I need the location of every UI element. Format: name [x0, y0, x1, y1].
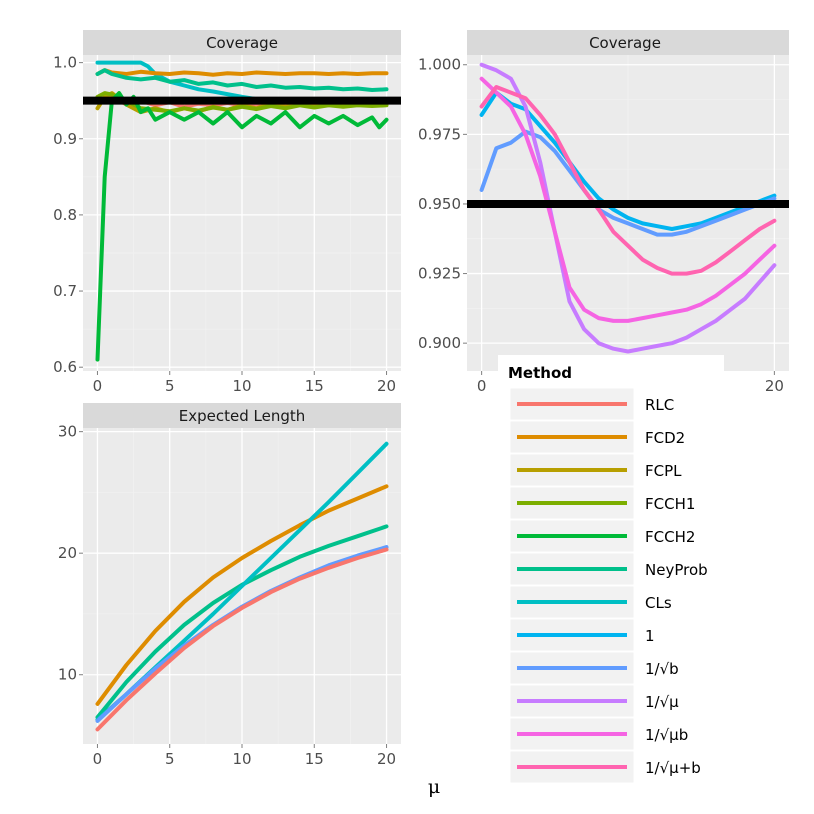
- legend-item-label: RLC: [645, 396, 674, 414]
- legend-item-label: FCPL: [645, 462, 682, 480]
- legend-item: FCD2: [509, 420, 685, 454]
- legend-item-label: CLs: [645, 594, 672, 612]
- x-tick-label: 5: [165, 750, 175, 768]
- coverage-left-strip: [83, 30, 401, 55]
- expected-length-strip: [83, 403, 401, 428]
- y-tick-label: 1.000: [418, 56, 461, 74]
- x-tick-label: 20: [377, 377, 396, 395]
- expected-length-title: Expected Length: [179, 407, 306, 425]
- legend-item: 1: [509, 618, 655, 652]
- coverage-left-panel: Coverage 0.6 0.7 0.8 0.9 1.0 0 5 10 15 20: [53, 30, 401, 395]
- y-tick-label: 20: [58, 544, 77, 562]
- coverage-right-series: [479, 62, 777, 354]
- y-tick-label: 0.950: [418, 195, 461, 213]
- y-tick-label: 0.975: [418, 125, 461, 143]
- x-tick-label: 0: [477, 377, 487, 395]
- legend-items: RLC FCD2 FCPL FCCH1 FCCH2 NeyProb CLs 1 1/√b 1/√μ…: [509, 387, 708, 784]
- legend: Method RLC FCD2 FCPL FCCH1 FCCH2 NeyProb CLs 1 1…: [498, 355, 724, 784]
- expected-length-y-ticks: 10 20 30: [58, 423, 83, 684]
- y-tick-label: 10: [58, 666, 77, 684]
- legend-item: CLs: [509, 585, 672, 619]
- series-1-sqrt-mu-: [479, 62, 777, 354]
- series-rlc: [95, 547, 389, 732]
- coverage-left-y-ticks: 0.6 0.7 0.8 0.9 1.0: [53, 54, 83, 376]
- expected-length-panel: Expected Length 10 20 30 0 5 10 15 20: [58, 403, 401, 768]
- legend-item-label: 1/√μ+b: [645, 759, 701, 777]
- series-neyprob: [95, 68, 389, 92]
- legend-item: 1/√b: [509, 651, 679, 685]
- coverage-right-title: Coverage: [589, 34, 661, 52]
- x-tick-label: 0: [93, 750, 103, 768]
- coverage-right-strip: [467, 30, 789, 55]
- legend-item-label: 1/√μb: [645, 726, 688, 744]
- y-tick-label: 1.0: [53, 54, 77, 72]
- x-tick-label: 10: [232, 750, 251, 768]
- coverage-right-panel: Coverage 0.900 0.925 0.950 0.975 1.000 0 20: [418, 30, 789, 395]
- legend-item: FCCH1: [509, 486, 695, 520]
- legend-item: 1/√μ: [509, 684, 679, 718]
- y-tick-label: 0.6: [53, 358, 77, 376]
- x-tick-label: 20: [765, 377, 784, 395]
- coverage-right-x-ticks: 0 20: [477, 371, 784, 395]
- expected-length-x-ticks: 0 5 10 15 20: [93, 744, 396, 768]
- coverage-left-x-ticks: 0 5 10 15 20: [93, 371, 396, 395]
- legend-item: NeyProb: [509, 552, 708, 586]
- series-fcd2: [95, 68, 389, 77]
- y-tick-label: 0.925: [418, 265, 461, 283]
- y-tick-label: 30: [58, 423, 77, 441]
- legend-item: RLC: [509, 387, 674, 421]
- legend-item-label: FCD2: [645, 429, 685, 447]
- legend-item-label: NeyProb: [645, 561, 708, 579]
- x-tick-label: 10: [232, 377, 251, 395]
- y-tick-label: 0.8: [53, 206, 77, 224]
- legend-item: FCCH2: [509, 519, 695, 553]
- y-tick-label: 0.7: [53, 282, 77, 300]
- x-tick-label: 15: [305, 750, 324, 768]
- legend-item-label: 1: [645, 627, 655, 645]
- series-fcd2: [95, 484, 389, 706]
- series-1-sqrt-b-: [479, 129, 777, 237]
- y-tick-label: 0.900: [418, 334, 461, 352]
- series-1-sqrt-mu-b-: [479, 85, 777, 276]
- x-tick-label: 20: [377, 750, 396, 768]
- series-1-sqrt-mu-b-: [479, 76, 777, 323]
- expected-length-series: [95, 441, 389, 732]
- legend-title: Method: [508, 364, 572, 382]
- legend-item: 1/√μ+b: [509, 750, 701, 784]
- legend-item-label: FCCH2: [645, 528, 695, 546]
- coverage-left-title: Coverage: [206, 34, 278, 52]
- x-axis-label: μ: [428, 776, 440, 798]
- y-tick-label: 0.9: [53, 130, 77, 148]
- coverage-right-y-ticks: 0.900 0.925 0.950 0.975 1.000: [418, 56, 467, 352]
- legend-item-label: 1/√b: [645, 660, 679, 678]
- series-1: [479, 90, 777, 231]
- x-tick-label: 15: [305, 377, 324, 395]
- x-tick-label: 5: [165, 377, 175, 395]
- legend-item: 1/√μb: [509, 717, 688, 751]
- x-tick-label: 0: [93, 377, 103, 395]
- legend-item: FCPL: [509, 453, 682, 487]
- legend-item-label: 1/√μ: [645, 693, 679, 711]
- legend-item-label: FCCH1: [645, 495, 695, 513]
